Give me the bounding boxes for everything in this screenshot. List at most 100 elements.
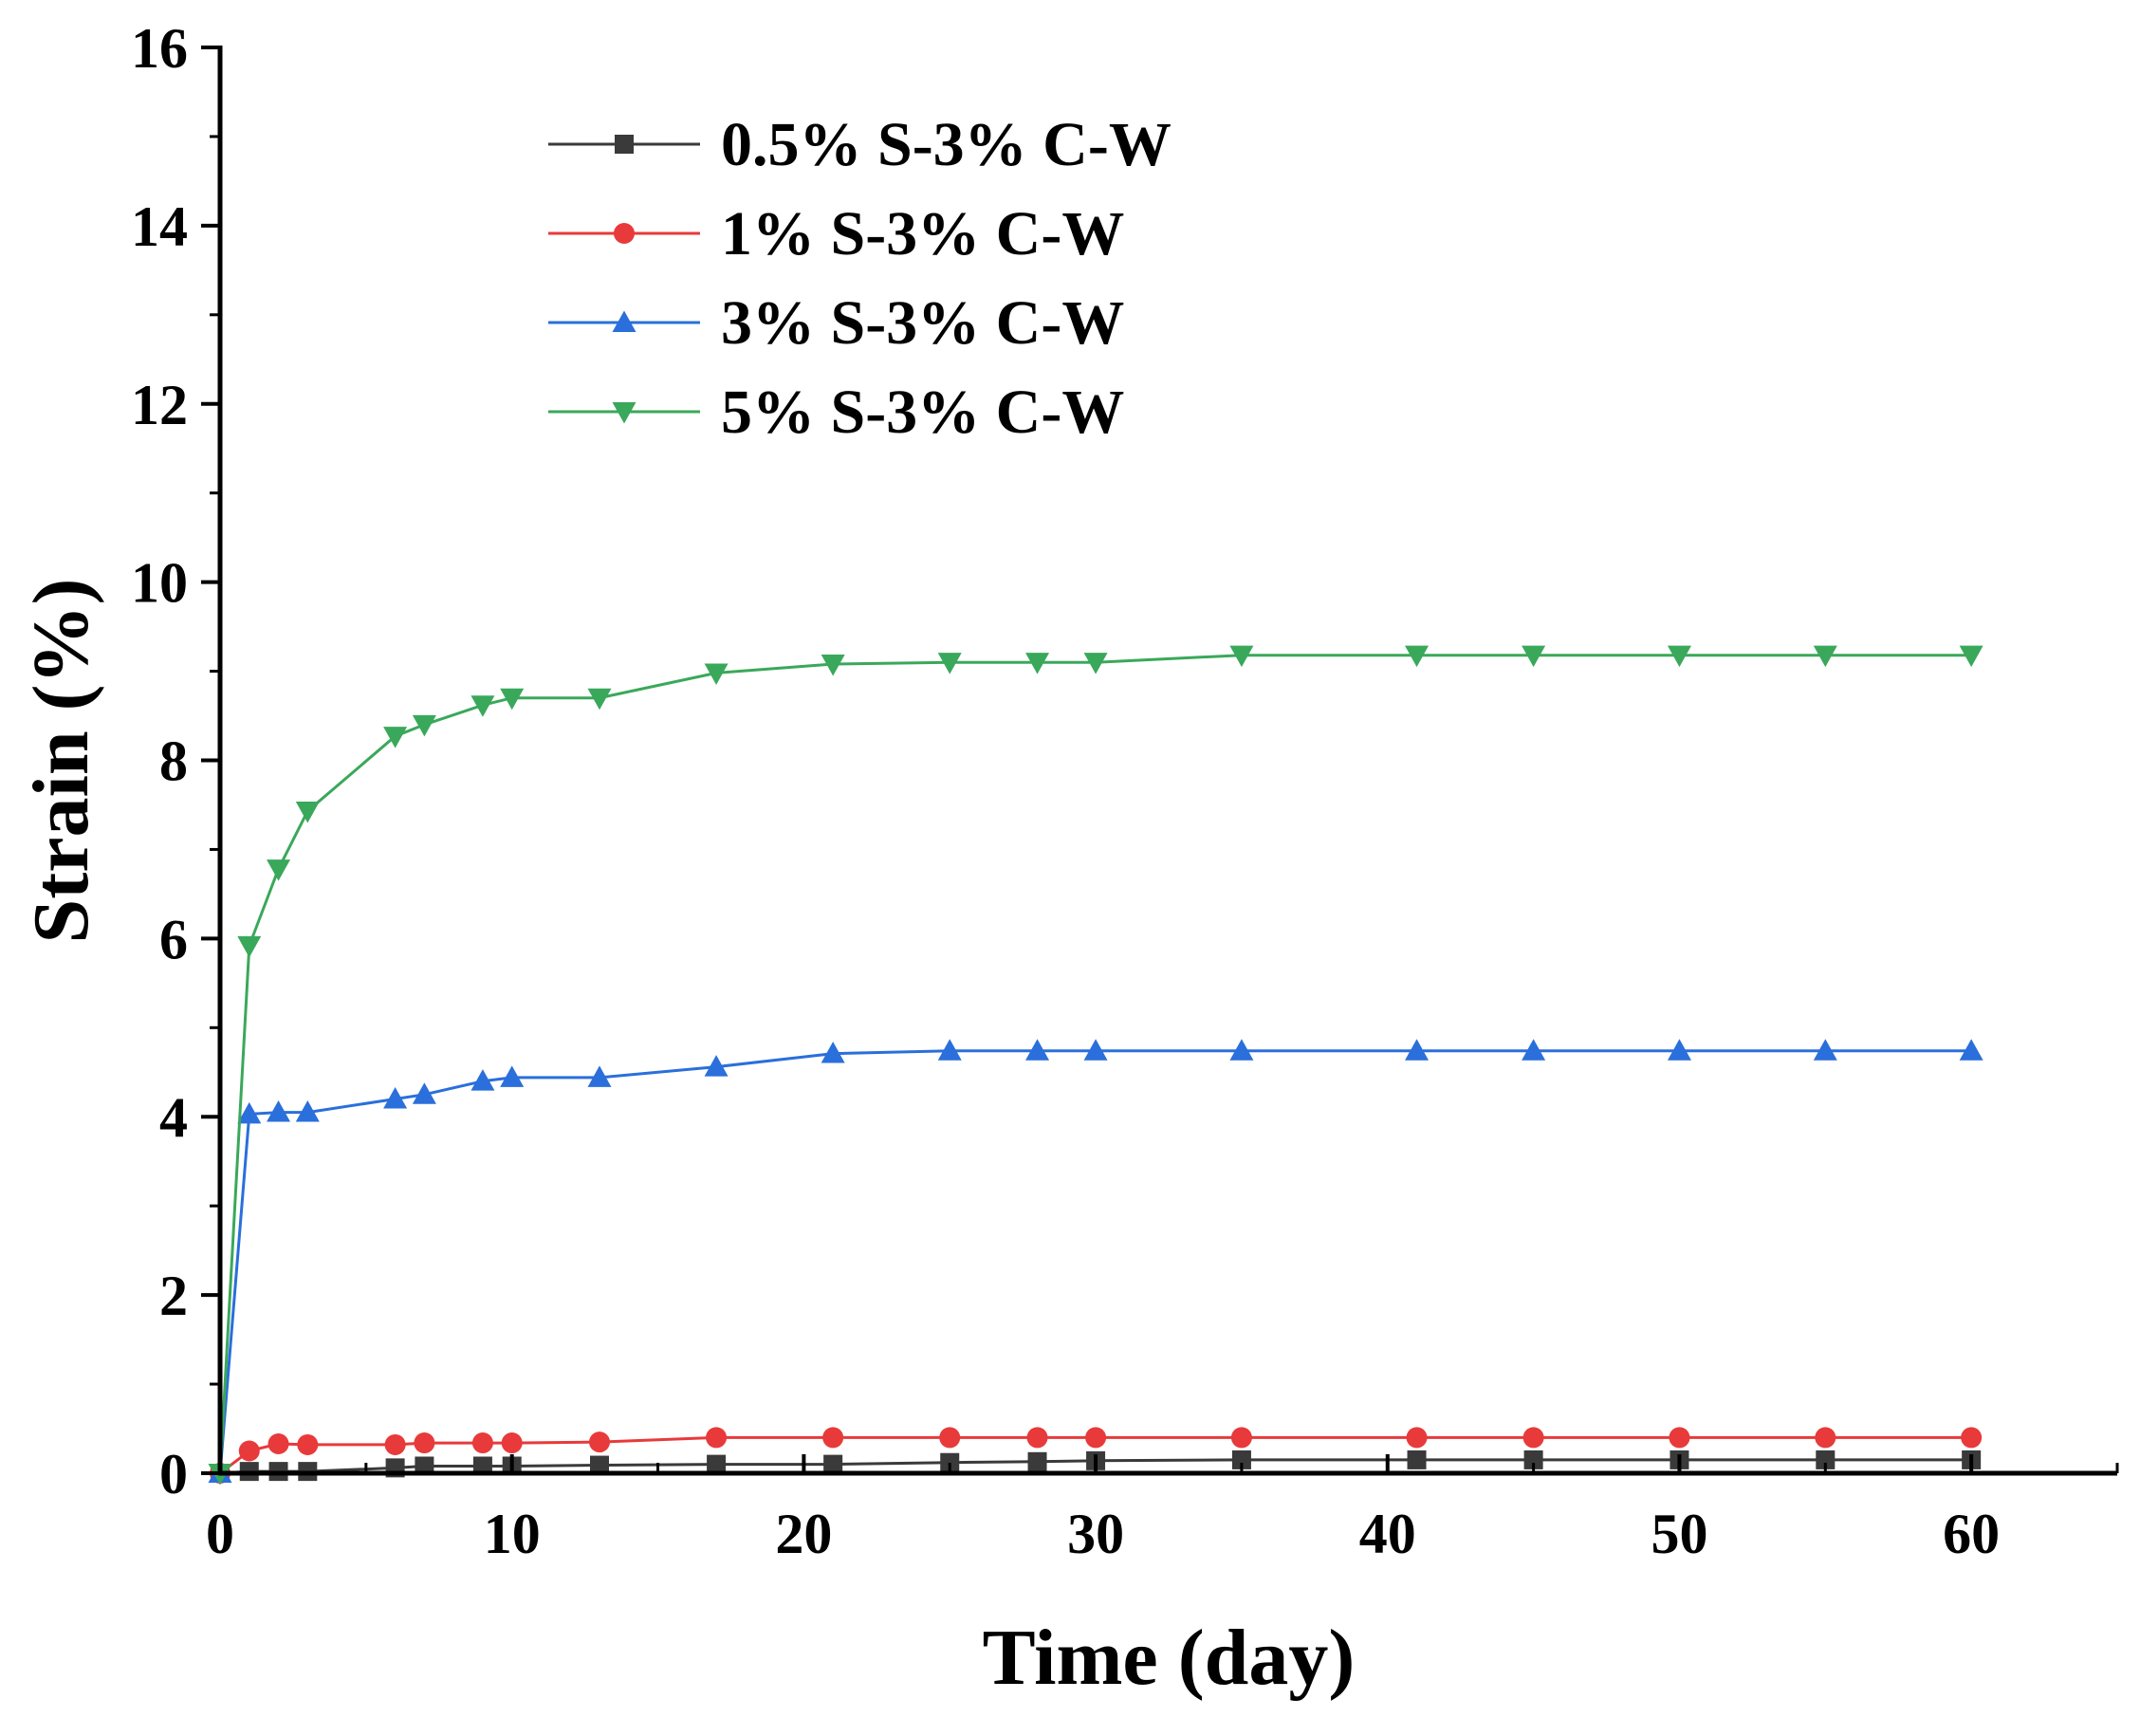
data-point	[1522, 645, 1546, 668]
data-point	[707, 1454, 727, 1474]
data-point	[704, 1055, 729, 1077]
x-tick-label: 20	[775, 1503, 832, 1565]
data-point	[1959, 1039, 1983, 1061]
data-point	[1669, 1427, 1690, 1449]
data-point	[1667, 1039, 1691, 1061]
legend-marker	[614, 223, 635, 244]
legend-item: 0.5% S-3% C-W	[548, 110, 1171, 179]
data-point	[500, 688, 525, 711]
y-tick-label: 4	[159, 1086, 188, 1149]
data-point	[1813, 645, 1837, 668]
y-tick-label: 14	[131, 195, 188, 258]
data-point	[1407, 1450, 1427, 1469]
legend-marker	[612, 310, 636, 332]
data-point	[939, 1427, 961, 1449]
data-point	[295, 802, 320, 823]
data-point	[1959, 645, 1983, 668]
y-tick-label: 10	[131, 552, 188, 615]
legend-item: 3% S-3% C-W	[548, 288, 1124, 358]
data-point	[383, 727, 408, 748]
x-tick-label: 30	[1067, 1503, 1124, 1565]
data-point	[414, 1432, 435, 1454]
data-point	[589, 1431, 610, 1453]
y-tick-label: 2	[159, 1265, 188, 1327]
y-tick-label: 12	[131, 374, 188, 436]
data-point	[937, 653, 962, 674]
data-point	[384, 1433, 406, 1455]
x-tick-label: 10	[484, 1503, 541, 1565]
data-point	[295, 1100, 320, 1122]
series-3	[208, 645, 1983, 1486]
data-point	[237, 935, 262, 958]
data-point	[1406, 1427, 1428, 1449]
legend-label: 0.5% S-3% C-W	[721, 110, 1171, 179]
data-point	[1522, 1427, 1544, 1449]
data-point	[587, 1065, 612, 1087]
data-point	[1523, 1450, 1543, 1469]
legend-label: 3% S-3% C-W	[721, 288, 1124, 358]
data-point	[1027, 1451, 1047, 1471]
legend-label: 1% S-3% C-W	[721, 199, 1124, 268]
data-point	[267, 1100, 291, 1122]
data-point	[1230, 1427, 1252, 1449]
legend-item: 1% S-3% C-W	[548, 199, 1124, 268]
data-point	[587, 688, 612, 711]
data-point	[297, 1433, 319, 1455]
data-point	[471, 1432, 493, 1454]
legend-marker	[615, 135, 634, 154]
data-point	[1025, 1039, 1050, 1061]
data-point	[1405, 645, 1430, 668]
series-line	[219, 1458, 1972, 1475]
legend: 0.5% S-3% C-W 1% S-3% C-W 3% S-3% C-W 5% S-…	[548, 110, 1171, 447]
data-point	[1405, 1039, 1430, 1061]
data-point	[267, 859, 291, 881]
series-1	[210, 1427, 1983, 1484]
data-point	[821, 1042, 845, 1063]
x-axis-title: Time (day)	[983, 1614, 1356, 1702]
x-tick-label: 50	[1651, 1503, 1707, 1565]
series-2	[208, 1039, 1983, 1483]
data-point	[937, 1039, 962, 1061]
data-point	[821, 655, 845, 676]
x-tick-label: 0	[206, 1503, 234, 1565]
plot-series	[208, 645, 1983, 1486]
y-tick-label: 8	[159, 730, 188, 793]
data-point	[472, 1456, 492, 1476]
data-point	[1231, 1450, 1251, 1469]
data-point	[1522, 1039, 1546, 1061]
series-line	[218, 1049, 1972, 1474]
x-tick-label: 40	[1359, 1503, 1416, 1565]
data-point	[706, 1427, 728, 1449]
data-point	[704, 663, 729, 685]
data-point	[470, 1069, 495, 1091]
data-point	[1667, 645, 1691, 668]
data-point	[501, 1432, 523, 1454]
data-point	[940, 1452, 960, 1472]
data-point	[1085, 1427, 1107, 1449]
axes: 0 2 4 6 8 10 12 14 16 0 10 20 30 40 50 60	[131, 17, 2119, 1565]
data-point	[237, 1101, 262, 1124]
legend-label: 5% S-3% C-W	[721, 378, 1124, 447]
y-ticks: 0 2 4 6 8 10 12 14 16	[131, 17, 220, 1505]
data-point	[412, 714, 436, 737]
series-line	[218, 654, 1972, 1474]
data-point	[470, 695, 495, 717]
data-point	[1083, 1039, 1108, 1061]
y-tick-label: 0	[159, 1443, 188, 1505]
series-line	[219, 1435, 1972, 1475]
legend-marker	[612, 402, 636, 424]
data-point	[590, 1455, 609, 1475]
y-axis-title: Strain (%)	[17, 579, 105, 944]
data-point	[500, 1065, 525, 1087]
data-point	[1026, 1427, 1048, 1449]
data-point	[383, 1086, 408, 1109]
data-point	[412, 1082, 436, 1104]
data-point	[823, 1454, 843, 1474]
y-tick-label: 6	[159, 908, 188, 970]
y-tick-label: 16	[131, 17, 188, 80]
data-point	[268, 1433, 289, 1455]
data-point	[1083, 653, 1108, 674]
data-point	[1229, 645, 1254, 668]
data-point	[1025, 653, 1050, 674]
